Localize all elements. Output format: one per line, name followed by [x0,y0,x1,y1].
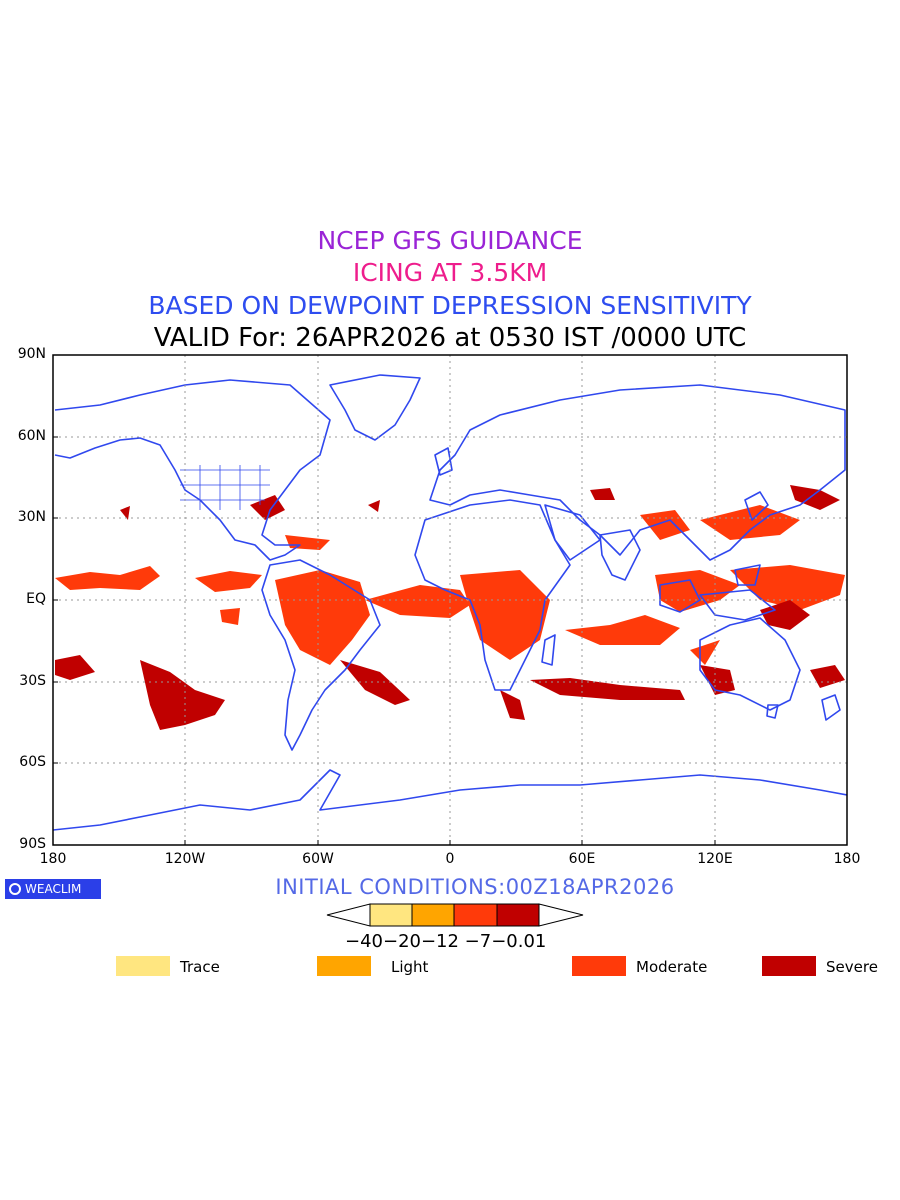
logo-text: WEACLIM [25,882,82,896]
lon-label-120w: 120W [164,851,206,867]
colorbar-high-arrow [538,903,584,927]
severe-icing-areas [55,485,845,730]
legend-label-trace: Trace [180,958,220,976]
lat-label-90s: 90S [19,836,46,852]
lon-label-180w: 180 [39,851,67,867]
colorbar-light [411,903,455,927]
colorbar-severe [496,903,540,927]
legend-swatch-trace [116,956,170,976]
moderate-icing-areas [55,505,845,665]
title-model: NCEP GFS GUIDANCE [317,226,583,255]
title-valid-time: VALID For: 26APR2026 at 0530 IST /0000 U… [153,323,747,353]
lon-label-120e: 120E [697,851,733,867]
lat-label-90n: 90N [17,346,46,362]
weaclim-logo: WEACLIM [5,879,101,899]
lon-label-0: 0 [445,851,455,867]
graticule [53,355,847,845]
colorbar-low-arrow [326,903,371,927]
colorbar-trace [369,903,413,927]
logo-circle-icon [9,883,21,895]
legend-swatch-severe [762,956,816,976]
colorbar [326,903,584,927]
us-state-lines [180,465,270,510]
colorbar-moderate [453,903,498,927]
lat-label-30s: 30S [19,673,46,689]
lat-label-60s: 60S [19,754,46,770]
legend-swatch-moderate [572,956,626,976]
colorbar-values: −40−20−12 −7−0.01 [345,931,547,952]
lat-label-30n: 30N [17,509,46,525]
map-frame [52,354,848,846]
legend-swatch-light [317,956,371,976]
coastlines [53,374,847,831]
title-parameter: ICING AT 3.5KM [352,258,548,287]
title-method: BASED ON DEWPOINT DEPRESSION SENSITIVITY [148,291,752,320]
lon-label-60e: 60E [568,851,596,867]
legend-label-severe: Severe [826,958,878,976]
lon-label-180e: 180 [833,851,861,867]
legend-label-light: Light [391,958,429,976]
legend-label-moderate: Moderate [636,958,708,976]
initial-conditions: INITIAL CONDITIONS:00Z18APR2026 [275,875,675,899]
lon-label-60w: 60W [302,851,334,867]
lat-label-60n: 60N [17,428,46,444]
lat-label-eq: EQ [26,591,46,607]
